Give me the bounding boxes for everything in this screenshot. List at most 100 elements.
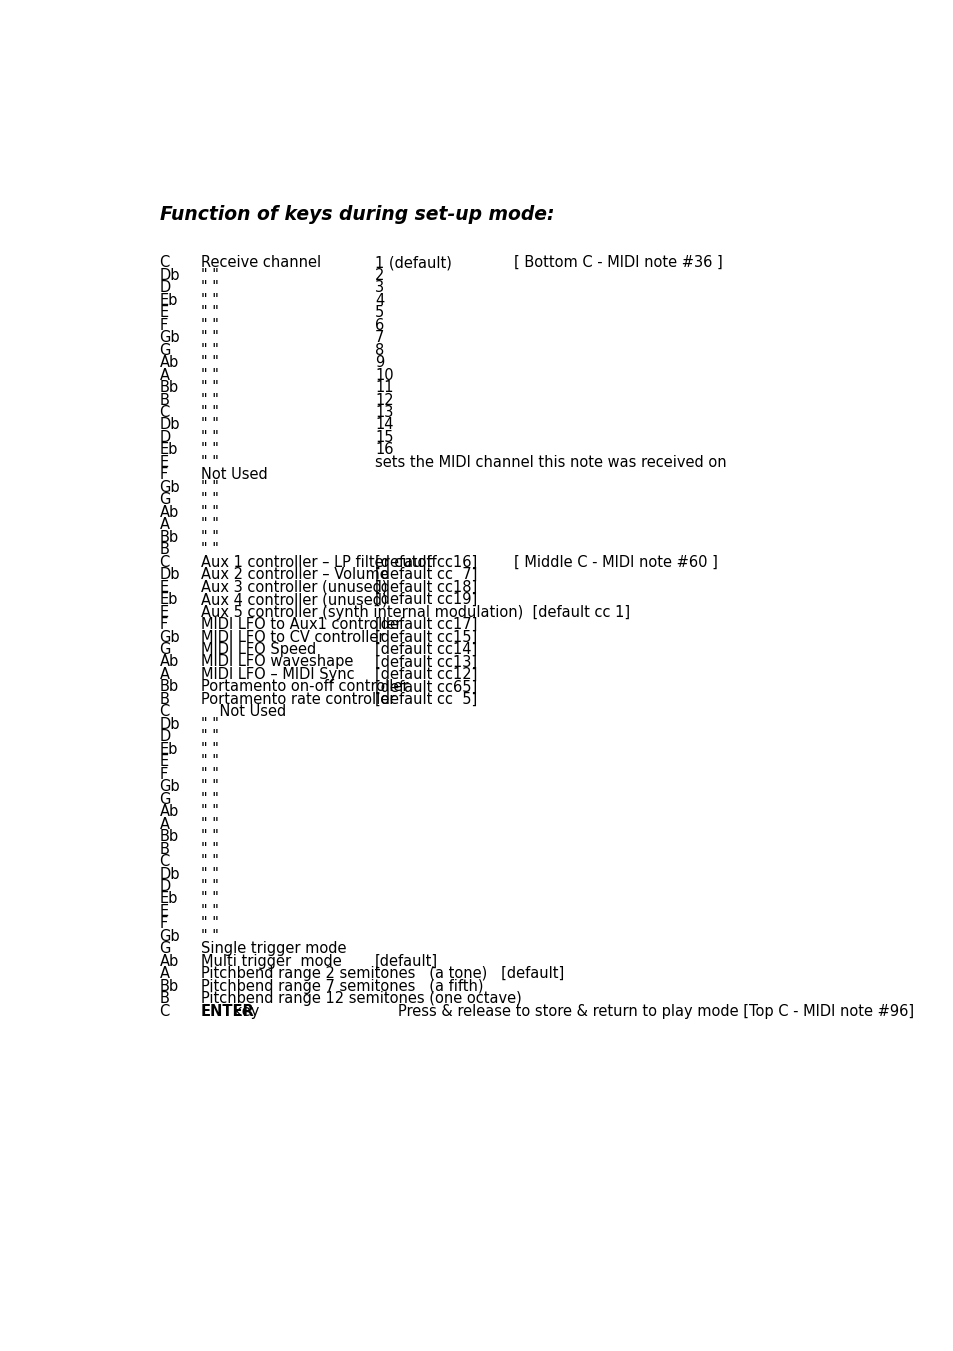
Text: MIDI LFO Speed: MIDI LFO Speed [200,642,315,657]
Text: [default cc15]: [default cc15] [375,630,476,644]
Text: " ": " " [200,542,218,557]
Text: D: D [159,880,171,894]
Text: " ": " " [200,767,218,782]
Text: [default cc  5]: [default cc 5] [375,692,476,707]
Text: [default cc65]: [default cc65] [375,680,476,694]
Text: " ": " " [200,904,218,919]
Text: Gb: Gb [159,480,180,494]
Text: Press & release to store & return to play mode [Top C - MIDI note #96]: Press & release to store & return to pla… [397,1004,913,1019]
Text: " ": " " [200,880,218,894]
Text: A: A [159,667,170,682]
Text: [default cc13]: [default cc13] [375,654,476,670]
Text: Bb: Bb [159,380,178,394]
Text: Aux 5 controller (synth internal modulation)  [default cc 1]: Aux 5 controller (synth internal modulat… [200,604,629,620]
Text: Not Used: Not Used [200,467,267,482]
Text: Pitchbend range 7 semitones   (a fifth): Pitchbend range 7 semitones (a fifth) [200,978,482,994]
Text: B: B [159,992,170,1006]
Text: 14: 14 [375,417,393,432]
Text: 7: 7 [375,330,384,345]
Text: Gb: Gb [159,630,180,644]
Text: A: A [159,367,170,382]
Text: 2: 2 [375,267,384,282]
Text: " ": " " [200,267,218,282]
Text: Db: Db [159,717,180,732]
Text: E: E [159,604,169,620]
Text: C: C [159,555,170,570]
Text: D: D [159,430,171,444]
Text: Ab: Ab [159,804,178,819]
Text: G: G [159,642,171,657]
Text: Eb: Eb [159,892,178,907]
Text: " ": " " [200,730,218,744]
Text: " ": " " [200,455,218,470]
Text: Aux 4 controller (unused): Aux 4 controller (unused) [200,592,387,607]
Text: " ": " " [200,804,218,819]
Text: Function of keys during set-up mode:: Function of keys during set-up mode: [159,205,554,224]
Text: [default cc12]: [default cc12] [375,667,476,682]
Text: " ": " " [200,530,218,544]
Text: [default cc17]: [default cc17] [375,617,476,632]
Text: E: E [159,305,169,320]
Text: Eb: Eb [159,592,178,607]
Text: " ": " " [200,380,218,394]
Text: [default]: [default] [375,954,437,969]
Text: " ": " " [200,717,218,732]
Text: " ": " " [200,517,218,532]
Text: " ": " " [200,305,218,320]
Text: sets the MIDI channel this note was received on: sets the MIDI channel this note was rece… [375,455,726,470]
Text: D: D [159,280,171,296]
Text: F: F [159,317,168,332]
Text: G: G [159,492,171,507]
Text: 8: 8 [375,343,384,358]
Text: " ": " " [200,480,218,494]
Text: C: C [159,704,170,719]
Text: G: G [159,942,171,957]
Text: D: D [159,730,171,744]
Text: 12: 12 [375,393,394,408]
Text: " ": " " [200,442,218,458]
Text: Aux 1 controller – LP filter cutoff: Aux 1 controller – LP filter cutoff [200,555,436,570]
Text: Db: Db [159,267,180,282]
Text: G: G [159,792,171,807]
Text: Db: Db [159,866,180,881]
Text: [default cc18]: [default cc18] [375,580,476,594]
Text: Aux 3 controller (unused): Aux 3 controller (unused) [200,580,387,594]
Text: C: C [159,1004,170,1019]
Text: " ": " " [200,754,218,769]
Text: Receive channel: Receive channel [200,255,320,270]
Text: 13: 13 [375,405,393,420]
Text: Ab: Ab [159,954,178,969]
Text: " ": " " [200,866,218,881]
Text: [default cc  7]: [default cc 7] [375,567,476,582]
Text: Eb: Eb [159,293,178,308]
Text: MIDI LFO to Aux1 controller: MIDI LFO to Aux1 controller [200,617,400,632]
Text: MIDI LFO – MIDI Sync: MIDI LFO – MIDI Sync [200,667,354,682]
Text: E: E [159,580,169,594]
Text: 15: 15 [375,430,393,444]
Text: Eb: Eb [159,442,178,458]
Text: F: F [159,617,168,632]
Text: " ": " " [200,892,218,907]
Text: F: F [159,467,168,482]
Text: A: A [159,517,170,532]
Text: Db: Db [159,567,180,582]
Text: B: B [159,542,170,557]
Text: Aux 2 controller – Volume: Aux 2 controller – Volume [200,567,388,582]
Text: B: B [159,842,170,857]
Text: 3: 3 [375,280,384,296]
Text: " ": " " [200,367,218,382]
Text: " ": " " [200,330,218,345]
Text: " ": " " [200,343,218,358]
Text: Ab: Ab [159,505,178,520]
Text: " ": " " [200,792,218,807]
Text: E: E [159,904,169,919]
Text: " ": " " [200,430,218,444]
Text: MIDI LFO waveshape: MIDI LFO waveshape [200,654,353,670]
Text: Single trigger mode: Single trigger mode [200,942,346,957]
Text: Ab: Ab [159,355,178,370]
Text: C: C [159,854,170,869]
Text: C: C [159,405,170,420]
Text: " ": " " [200,929,218,944]
Text: Pitchbend range 2 semitones   (a tone)   [default]: Pitchbend range 2 semitones (a tone) [de… [200,966,563,981]
Text: [ Bottom C - MIDI note #36 ]: [ Bottom C - MIDI note #36 ] [514,255,722,270]
